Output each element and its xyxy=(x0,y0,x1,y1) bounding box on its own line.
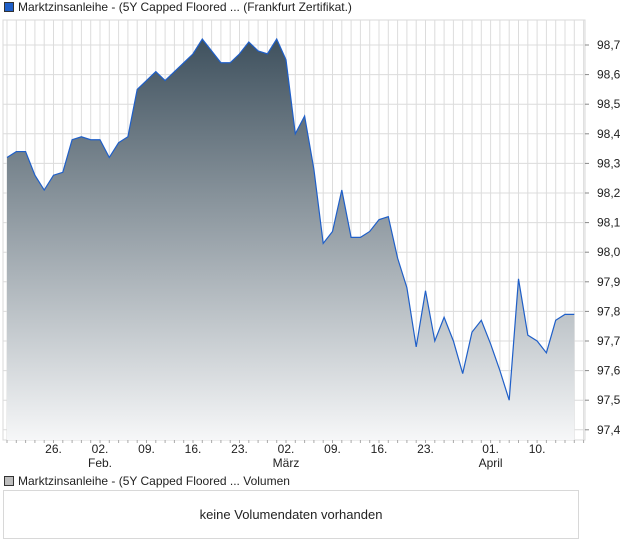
y-tick-label: 97,4 xyxy=(597,423,620,437)
x-tick-label: 26. xyxy=(45,442,62,456)
price-legend: Marktzinsanleihe - (5Y Capped Floored ..… xyxy=(4,0,352,14)
price-chart: 97,4 97,5 97,6 97,7 97,8 97,9 98,0 98,1 98,2 98,3… xyxy=(2,19,620,470)
y-tick-label: 97,9 xyxy=(597,275,620,289)
x-tick-label: 16. xyxy=(371,442,388,456)
x-month-label: Feb. xyxy=(88,456,112,470)
volume-legend-label: Marktzinsanleihe - (5Y Capped Floored ..… xyxy=(18,474,290,488)
price-legend-swatch xyxy=(4,2,14,12)
price-legend-label: Marktzinsanleihe - (5Y Capped Floored ..… xyxy=(18,0,352,14)
y-tick-label: 98,7 xyxy=(597,38,620,52)
x-tick-label: 23. xyxy=(231,442,248,456)
y-tick-label: 98,2 xyxy=(597,186,620,200)
x-month-label: März xyxy=(273,456,300,470)
x-tick-label: 09. xyxy=(324,442,341,456)
y-tick-label: 97,8 xyxy=(597,304,620,318)
x-tick-label: 16. xyxy=(185,442,202,456)
volume-empty-message: keine Volumendaten vorhanden xyxy=(199,507,383,522)
y-tick-label: 98,6 xyxy=(597,68,620,82)
volume-legend-swatch xyxy=(4,476,14,486)
y-tick-label: 97,5 xyxy=(597,393,620,407)
y-tick-label: 98,5 xyxy=(597,97,620,111)
y-tick-label: 98,0 xyxy=(597,245,620,259)
y-tick-label: 98,3 xyxy=(597,156,620,170)
y-tick-label: 98,4 xyxy=(597,127,620,141)
x-tick-label: 10. xyxy=(529,442,546,456)
y-tick-label: 98,1 xyxy=(597,216,620,230)
volume-panel: keine Volumendaten vorhanden xyxy=(3,490,579,539)
x-tick-label: 02. xyxy=(278,442,295,456)
y-tick-label: 97,6 xyxy=(597,364,620,378)
price-line xyxy=(6,37,575,401)
volume-legend: Marktzinsanleihe - (5Y Capped Floored ..… xyxy=(4,474,290,488)
x-tick-label: 01. xyxy=(482,442,499,456)
x-month-label: April xyxy=(479,456,503,470)
y-tick-label: 97,7 xyxy=(597,334,620,348)
x-tick-label: 02. xyxy=(92,442,109,456)
x-tick-label: 09. xyxy=(138,442,155,456)
x-tick-label: 23. xyxy=(417,442,434,456)
price-area-fill xyxy=(7,39,575,440)
